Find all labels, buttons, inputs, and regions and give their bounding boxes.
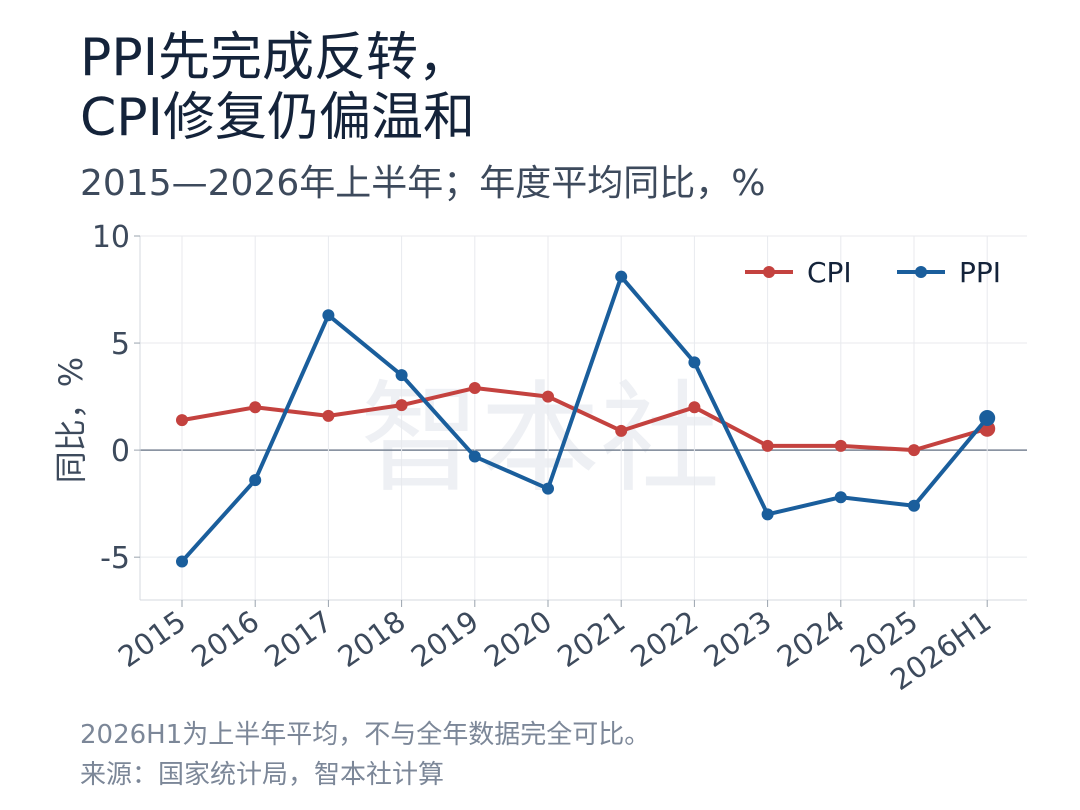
data-point-ppi <box>542 482 554 495</box>
x-tick-label: 2018 <box>332 604 412 674</box>
legend-label: PPI <box>959 256 1001 289</box>
x-tick-label: 2017 <box>258 604 338 674</box>
data-point-cpi <box>761 439 774 452</box>
data-point-ppi <box>688 356 701 369</box>
data-point-cpi <box>834 439 847 452</box>
series <box>176 270 996 568</box>
footnote: 2026H1为上半年平均，不与全年数据完全可比。 <box>80 720 651 750</box>
y-tick-label: -5 <box>100 541 130 576</box>
x-tick-label: 2023 <box>698 604 778 674</box>
legend: CPI PPI <box>745 256 1001 289</box>
data-point-ppi <box>834 491 847 504</box>
x-tick-label: 2015 <box>112 604 192 674</box>
y-tick-label: 0 <box>111 434 130 469</box>
y-axis-label: 同比，% <box>52 357 90 483</box>
x-tick-label: 2016 <box>185 604 265 674</box>
x-tick-label: 2019 <box>405 604 485 674</box>
grid-lines <box>140 235 1027 600</box>
data-point-cpi <box>908 444 920 457</box>
data-point-ppi <box>979 410 996 426</box>
legend-label: CPI <box>807 256 852 289</box>
x-tick-label: 2024 <box>771 604 851 674</box>
data-point-ppi <box>249 474 262 487</box>
data-point-ppi <box>908 499 920 512</box>
chart-title-line-1: PPI先完成反转， <box>80 28 471 88</box>
data-point-cpi <box>615 424 628 437</box>
data-point-ppi <box>322 309 335 322</box>
data-point-cpi <box>688 401 701 414</box>
x-tick-label: 2021 <box>551 604 631 674</box>
data-point-ppi <box>761 508 774 521</box>
x-tick-label: 2020 <box>478 604 558 674</box>
data-point-cpi <box>395 399 408 412</box>
data-point-ppi <box>468 450 481 463</box>
data-point-cpi <box>322 409 335 422</box>
data-point-ppi <box>395 369 408 382</box>
data-point-cpi <box>249 401 262 414</box>
source-note: 来源：国家统计局，智本社计算 <box>80 760 445 790</box>
chart-title: PPI先完成反转， CPI修复仍偏温和 <box>80 28 475 148</box>
y-tick-label: 10 <box>92 220 130 255</box>
data-point-ppi <box>176 555 188 568</box>
series-line-cpi <box>180 386 990 453</box>
data-point-cpi <box>542 390 554 403</box>
data-point-cpi <box>468 382 481 395</box>
y-tick-label: 5 <box>111 327 130 362</box>
x-tick-label: 2022 <box>624 604 704 674</box>
chart-title-line-2: CPI修复仍偏温和 <box>80 88 476 148</box>
chart-subtitle: 2015—2026年上半年；年度平均同比，% <box>80 163 766 204</box>
data-point-ppi <box>615 270 628 283</box>
legend-swatch-marker <box>763 266 775 278</box>
legend-swatch-marker <box>915 266 927 278</box>
data-point-cpi <box>176 414 188 427</box>
series-line-ppi <box>180 274 990 564</box>
